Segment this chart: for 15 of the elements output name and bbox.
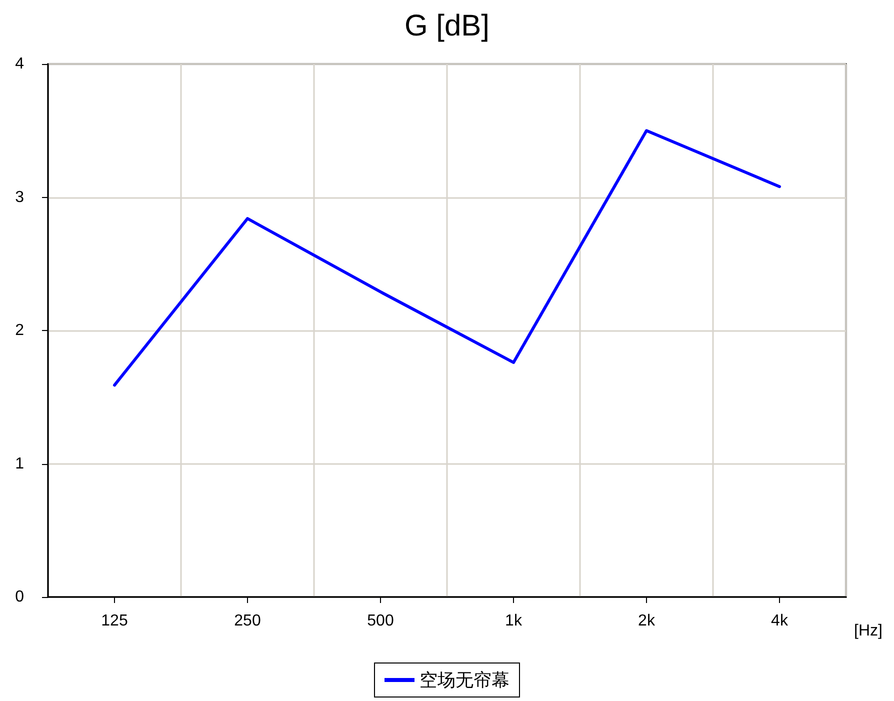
x-tick-label: 2k xyxy=(638,612,656,630)
line-series xyxy=(113,129,781,387)
y-tick-label: 0 xyxy=(15,588,24,606)
x-tick-label: 500 xyxy=(367,612,394,630)
x-axis-title: [Hz] xyxy=(854,622,882,640)
legend-label: 空场无帘幕 xyxy=(420,670,510,690)
x-tick-label: 250 xyxy=(234,612,261,630)
y-tick-label: 2 xyxy=(15,322,24,339)
x-tick-label: 4k xyxy=(771,612,789,630)
x-tick-label: 1k xyxy=(505,612,523,630)
y-tick-label: 1 xyxy=(15,455,24,472)
y-tick-label: 3 xyxy=(15,188,24,206)
y-tick-label: 4 xyxy=(15,56,24,72)
chart-title: G [dB] xyxy=(404,10,490,42)
x-tick-label: 125 xyxy=(101,612,128,630)
